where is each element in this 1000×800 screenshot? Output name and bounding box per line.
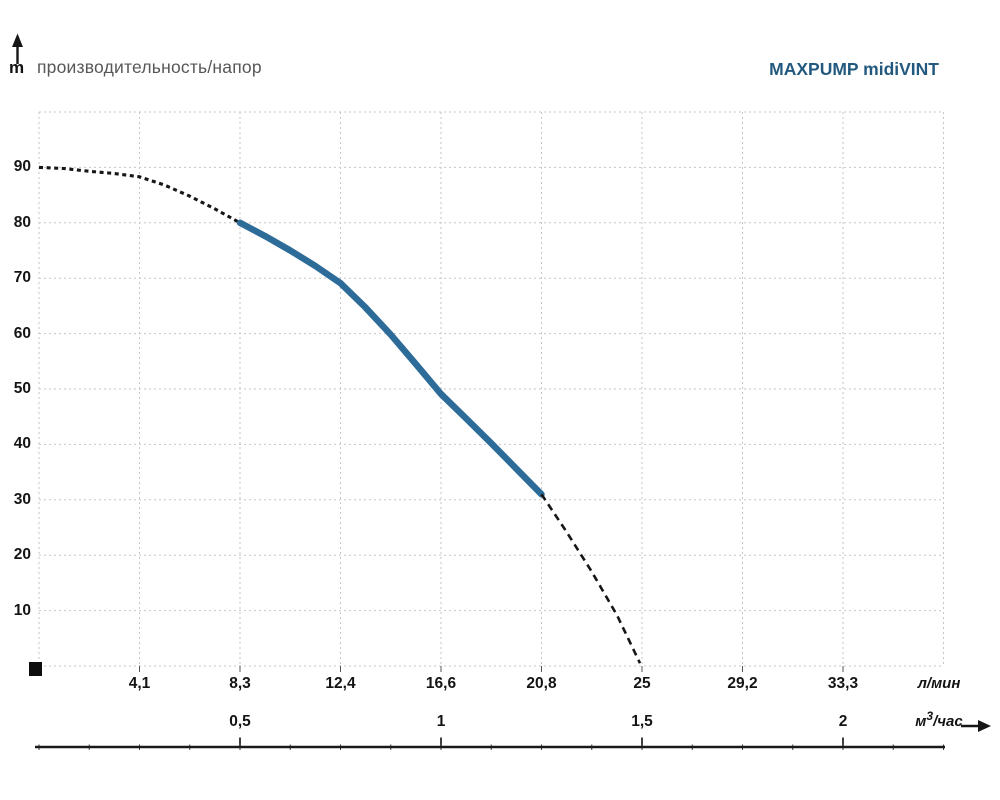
x-m3h-tick-label: 0,5 (229, 713, 251, 730)
x-lmin-tick-label: 12,4 (325, 675, 356, 692)
brand-model-title: MAXPUMP midiVINT (769, 59, 939, 79)
axis-tick-marks (38, 666, 944, 750)
x-axis-lmin-unit-label: л/мин (917, 675, 961, 692)
x-m3h-tick-label: 1,5 (631, 713, 653, 730)
head-curve-dotted-lead (38, 165, 241, 225)
y-tick-label: 90 (13, 158, 31, 176)
y-tick-label: 10 (13, 601, 31, 619)
x-lmin-tick-label: 16,6 (425, 675, 457, 692)
y-tick-label: 20 (13, 546, 31, 564)
y-axis-arrow-icon (12, 33, 23, 64)
y-tick-label: 30 (13, 490, 31, 508)
x-m3h-tick-label: 2 (838, 713, 848, 730)
x-lmin-tick-label: 20,8 (526, 675, 557, 692)
y-tick-label: 80 (13, 213, 31, 231)
x-axis-arrow-icon (961, 720, 991, 732)
x-lmin-tick-label: 29,2 (727, 675, 758, 692)
x-axis-m3h-unit-label: м3/час (915, 709, 963, 730)
y-tick-label: 50 (13, 380, 31, 397)
x-lmin-tick-label: 33,3 (827, 675, 859, 692)
chart-title: производительность/напор (37, 57, 262, 77)
y-axis-unit-label: m (9, 58, 25, 77)
head-curve-operating-range (236, 219, 545, 498)
x-lmin-tick-label: 8,3 (229, 675, 251, 692)
x-lmin-tick-label: 25 (633, 675, 651, 692)
y-tick-label: 40 (13, 435, 31, 453)
x-lmin-tick-label: 4,1 (128, 675, 151, 692)
gridlines (38, 111, 944, 667)
y-tick-label: 70 (13, 269, 31, 287)
y-tick-label: 60 (13, 324, 31, 342)
origin-square-marker (29, 662, 42, 676)
x-m3h-tick-label: 1 (436, 713, 446, 730)
head-curve-dashed-tail (540, 493, 642, 664)
superscript-3: 3 (926, 709, 934, 723)
